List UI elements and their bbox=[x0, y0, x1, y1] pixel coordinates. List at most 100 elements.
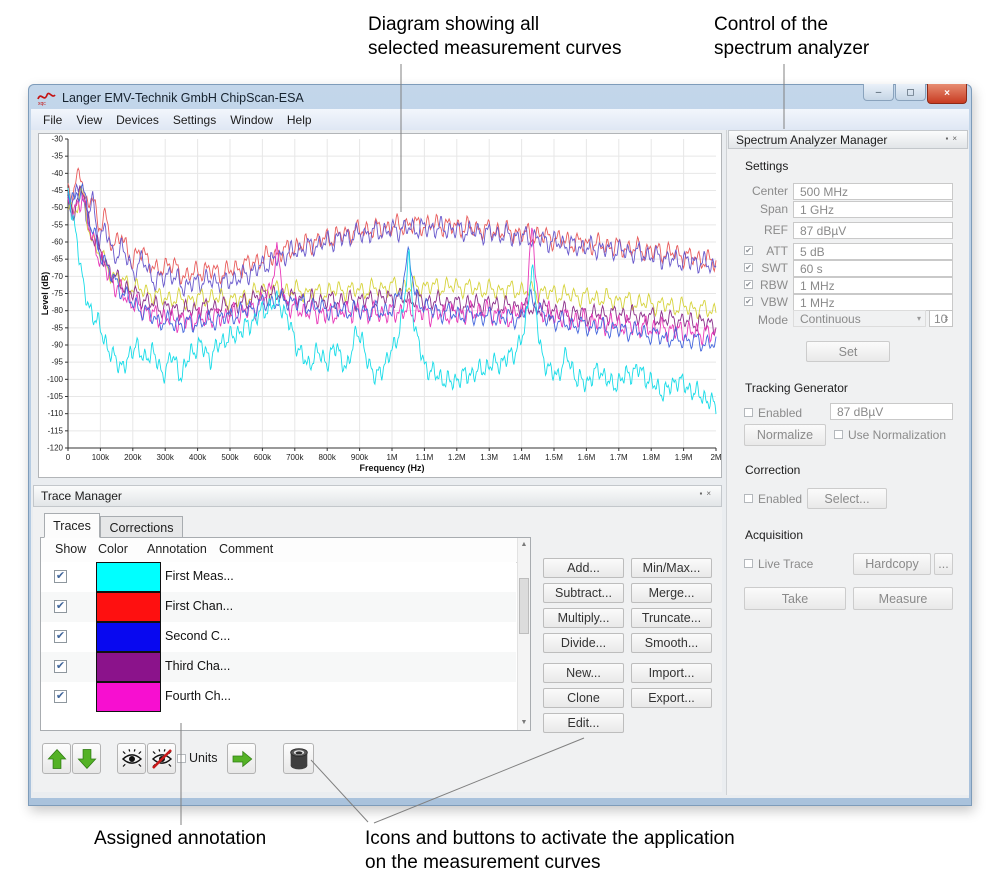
mode-count-value: 10 bbox=[934, 311, 948, 326]
apply-button[interactable] bbox=[227, 743, 256, 774]
close-button[interactable]: × bbox=[927, 84, 967, 104]
span-field[interactable]: 1 GHz bbox=[793, 201, 953, 218]
hardcopy-more-button[interactable]: ... bbox=[934, 553, 953, 575]
show-trace-checkbox[interactable]: ✔ bbox=[54, 690, 67, 703]
new-button[interactable]: New... bbox=[543, 663, 624, 683]
panel-close-icon[interactable]: × bbox=[952, 134, 961, 143]
tab-corrections[interactable]: Corrections bbox=[100, 516, 183, 538]
edit-button[interactable]: Edit... bbox=[543, 713, 624, 733]
correction-select-button[interactable]: Select... bbox=[807, 488, 887, 509]
panel-pin-icon[interactable]: ▪ bbox=[699, 489, 707, 498]
svg-text:1.2M: 1.2M bbox=[448, 453, 466, 462]
trace-color-swatch[interactable] bbox=[96, 682, 161, 712]
svg-text:-100: -100 bbox=[47, 375, 64, 384]
live-trace-checkbox[interactable] bbox=[744, 559, 753, 568]
add-button[interactable]: Add... bbox=[543, 558, 624, 578]
swt-checkbox[interactable]: ✔ bbox=[744, 263, 753, 272]
scrollbar-thumb[interactable] bbox=[519, 578, 529, 634]
show-trace-button[interactable] bbox=[117, 743, 146, 774]
vbw-checkbox[interactable]: ✔ bbox=[744, 297, 753, 306]
table-row[interactable]: ✔ First Meas... bbox=[41, 562, 516, 592]
menu-file[interactable]: File bbox=[43, 112, 63, 127]
menu-bar: File View Devices Settings Window Help bbox=[31, 109, 969, 131]
vbw-field[interactable]: 1 MHz bbox=[793, 294, 953, 311]
delete-trace-button[interactable] bbox=[283, 743, 314, 774]
trace-color-swatch[interactable] bbox=[96, 652, 161, 682]
vbw-label: VBW bbox=[760, 295, 788, 309]
show-trace-checkbox[interactable]: ✔ bbox=[54, 660, 67, 673]
mode-combobox[interactable]: Continuous ▾ bbox=[793, 310, 926, 327]
normalize-button[interactable]: Normalize bbox=[744, 424, 826, 446]
minimize-button[interactable]: – bbox=[863, 84, 894, 101]
menu-devices[interactable]: Devices bbox=[116, 112, 159, 127]
subtract-button[interactable]: Subtract... bbox=[543, 583, 624, 603]
menu-help[interactable]: Help bbox=[286, 112, 312, 127]
panel-pin-icon[interactable]: ▪ bbox=[945, 134, 953, 143]
import-button[interactable]: Import... bbox=[631, 663, 712, 683]
scroll-up-icon[interactable]: ▲ bbox=[520, 541, 528, 548]
svg-text:2M: 2M bbox=[710, 453, 721, 462]
trace-color-swatch[interactable] bbox=[96, 562, 161, 592]
move-down-button[interactable] bbox=[72, 743, 101, 774]
menu-settings[interactable]: Settings bbox=[172, 112, 217, 127]
merge-button[interactable]: Merge... bbox=[631, 583, 712, 603]
menu-window[interactable]: Window bbox=[230, 112, 273, 127]
att-checkbox[interactable]: ✔ bbox=[744, 246, 753, 255]
spinner-arrows-icon[interactable]: ▲ ▼ bbox=[944, 313, 949, 324]
show-trace-checkbox[interactable]: ✔ bbox=[54, 630, 67, 643]
table-row[interactable]: ✔ Fourth Ch... bbox=[41, 682, 516, 712]
swt-field[interactable]: 60 s bbox=[793, 260, 953, 277]
hardcopy-button[interactable]: Hardcopy bbox=[853, 553, 931, 575]
spectrum-manager-header[interactable]: Spectrum Analyzer Manager ▪× bbox=[728, 130, 968, 149]
use-normalization-checkbox[interactable] bbox=[834, 430, 843, 439]
tg-enabled-checkbox[interactable] bbox=[744, 408, 753, 417]
trace-table-scrollbar[interactable]: ▲ ▼ bbox=[517, 538, 530, 730]
trace-color-swatch[interactable] bbox=[96, 622, 161, 652]
minmax-button[interactable]: Min/Max... bbox=[631, 558, 712, 578]
table-row[interactable]: ✔ Second C... bbox=[41, 622, 516, 652]
rbw-field[interactable]: 1 MHz bbox=[793, 277, 953, 294]
show-trace-checkbox[interactable]: ✔ bbox=[54, 600, 67, 613]
ref-field[interactable]: 87 dBµV bbox=[793, 222, 953, 239]
tg-level-field[interactable]: 87 dBµV bbox=[830, 403, 953, 420]
set-button[interactable]: Set bbox=[806, 341, 890, 362]
panel-close-icon[interactable]: × bbox=[706, 489, 715, 498]
window-titlebar[interactable]: xqc Langer EMV-Technik GmbH ChipScan-ESA bbox=[31, 86, 969, 109]
take-button[interactable]: Take bbox=[744, 587, 846, 610]
multiply-button[interactable]: Multiply... bbox=[543, 608, 624, 628]
att-field[interactable]: 5 dB bbox=[793, 243, 953, 260]
table-row[interactable]: ✔ First Chan... bbox=[41, 592, 516, 622]
dock-splitter[interactable] bbox=[726, 130, 727, 795]
trace-annotation: Third Cha... bbox=[165, 659, 231, 673]
rbw-checkbox[interactable]: ✔ bbox=[744, 280, 753, 289]
move-up-button[interactable] bbox=[42, 743, 71, 774]
arrow-right-icon bbox=[232, 750, 252, 767]
col-comment: Comment bbox=[219, 542, 274, 556]
trace-color-swatch[interactable] bbox=[96, 592, 161, 622]
units-checkbox[interactable] bbox=[177, 754, 186, 763]
scroll-down-icon[interactable]: ▼ bbox=[520, 719, 528, 726]
measure-button[interactable]: Measure bbox=[853, 587, 953, 610]
menu-view[interactable]: View bbox=[76, 112, 103, 127]
clone-button[interactable]: Clone bbox=[543, 688, 624, 708]
maximize-button[interactable]: ◻ bbox=[895, 84, 926, 101]
tab-traces[interactable]: Traces bbox=[44, 513, 100, 538]
correction-enabled-checkbox[interactable] bbox=[744, 494, 753, 503]
center-field[interactable]: 500 MHz bbox=[793, 183, 953, 200]
mode-count-spinner[interactable]: 10 ▲ ▼ bbox=[929, 310, 953, 327]
rbw-label: RBW bbox=[760, 278, 788, 292]
hide-trace-button[interactable] bbox=[147, 743, 176, 774]
svg-text:1.4M: 1.4M bbox=[513, 453, 531, 462]
smooth-button[interactable]: Smooth... bbox=[631, 633, 712, 653]
export-button[interactable]: Export... bbox=[631, 688, 712, 708]
trace-manager-header[interactable]: Trace Manager ▪× bbox=[33, 485, 722, 507]
tg-enabled-label: Enabled bbox=[758, 406, 803, 420]
divide-button[interactable]: Divide... bbox=[543, 633, 624, 653]
show-trace-checkbox[interactable]: ✔ bbox=[54, 570, 67, 583]
table-row[interactable]: ✔ Third Cha... bbox=[41, 652, 516, 682]
svg-text:-85: -85 bbox=[51, 323, 63, 332]
units-label: Units bbox=[189, 751, 218, 765]
truncate-button[interactable]: Truncate... bbox=[631, 608, 712, 628]
measurement-chart[interactable]: 0 100k 200k 300k 400k 500k 600k 700k 800k 900k 1M 1… bbox=[39, 134, 722, 477]
svg-text:Frequency (Hz): Frequency (Hz) bbox=[359, 463, 424, 473]
